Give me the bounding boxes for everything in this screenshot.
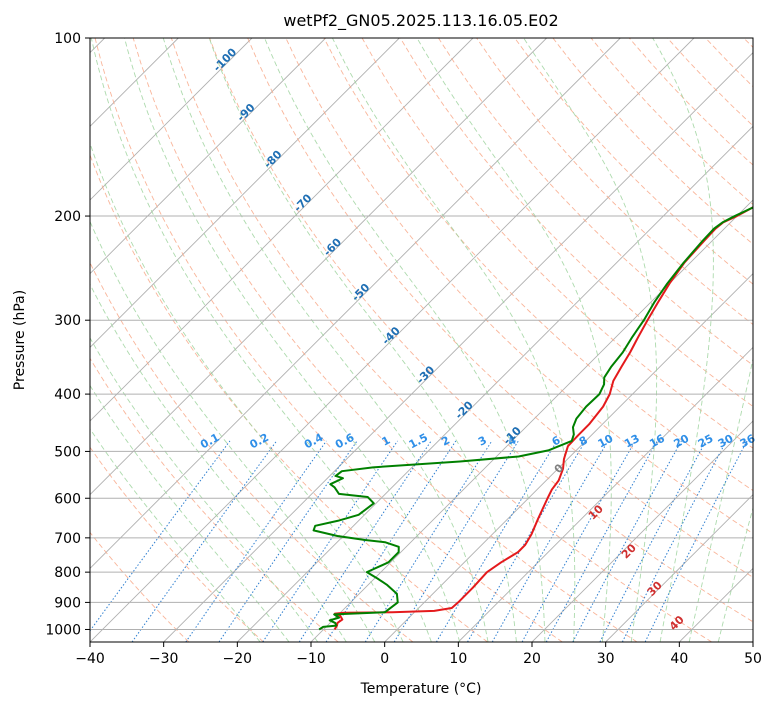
x-tick-label: 10: [449, 651, 467, 667]
moist-adiabat-line: [332, 38, 576, 642]
dry-adiabat-line: [90, 153, 488, 642]
x-tick-label: 20: [523, 651, 541, 667]
isotherm-line: [90, 38, 621, 569]
dry-adiabat-line: [399, 38, 753, 407]
moist-adiabat-line: [90, 142, 404, 642]
y-tick-label: 700: [54, 531, 81, 547]
dry-adiabat-line: [132, 38, 638, 642]
x-axis-ticks: −40 −30 −20 −10 0 10 20 30 40 50: [75, 642, 762, 667]
x-tick-label: 0: [380, 651, 389, 667]
isotherm-line: [384, 273, 753, 642]
moist-adiabat-line: [523, 38, 658, 642]
mixing-ratio-label: 30: [716, 432, 736, 451]
isotherm-line: [90, 38, 474, 422]
mixing-ratio-line: [393, 440, 519, 642]
y-tick-label: 600: [54, 491, 81, 507]
pressure-gridlines: [90, 38, 753, 630]
moist-adiabat-line: [652, 38, 714, 642]
x-tick-label: −20: [223, 651, 253, 667]
mixing-ratio-line: [262, 440, 398, 642]
background-lines: [90, 38, 753, 642]
moist-adiabat-line: [208, 38, 517, 642]
isotherm-line: [90, 38, 547, 496]
mixing-ratio-label: 20: [672, 432, 692, 451]
mixing-ratio-line: [298, 440, 432, 642]
isotherm-line: [458, 346, 753, 642]
isotherm-line: [90, 38, 326, 275]
y-tick-label: 300: [54, 313, 81, 329]
temperature-profile-line: [333, 206, 753, 630]
y-tick-label: 100: [54, 31, 81, 47]
mixing-ratio-label: 10: [596, 432, 616, 451]
dry-adiabat-line: [94, 38, 563, 642]
mixing-ratio-label: 25: [696, 432, 716, 451]
dry-adiabat-line: [90, 261, 414, 642]
isotherm-line: [90, 38, 253, 201]
x-axis-label: Temperature (°C): [360, 681, 482, 697]
mixing-ratio-line: [435, 440, 558, 642]
dewpoint-profile-line: [312, 206, 753, 631]
x-tick-label: −10: [296, 651, 326, 667]
mixing-ratio-line: [131, 440, 278, 642]
dry-adiabat-line: [170, 38, 712, 642]
y-axis-label: Pressure (hPa): [12, 290, 28, 390]
mixing-ratio-line: [467, 440, 586, 642]
mixing-ratio-line: [572, 440, 682, 642]
dry-adiabat-line: [438, 38, 753, 366]
plot-area-background: [90, 38, 753, 642]
moist-adiabat-line: [162, 38, 489, 642]
mixing-ratio-line: [364, 440, 493, 642]
y-tick-label: 400: [54, 387, 81, 403]
dry-adiabat-line: [514, 38, 753, 285]
dry-adiabat-line: [247, 38, 753, 578]
mixing-ratio-label: 16: [647, 432, 667, 451]
x-tick-label: 50: [744, 651, 762, 667]
moist-adiabat-line: [264, 38, 546, 642]
mixing-ratio-label: 13: [622, 432, 642, 451]
profile-series: [312, 206, 753, 631]
dry-adiabat-line: [323, 38, 753, 492]
moist-adiabat-line: [90, 283, 347, 642]
x-tick-label: −40: [75, 651, 105, 667]
mixing-ratio-line: [185, 440, 327, 642]
y-tick-label: 200: [54, 209, 81, 225]
isotherm-line: [90, 38, 695, 642]
isotherm-line: [90, 38, 400, 348]
isotherm-line: [237, 125, 753, 642]
mixing-ratio-line: [621, 440, 727, 642]
y-tick-label: 1000: [45, 622, 81, 638]
y-tick-label: 500: [54, 444, 81, 460]
moist-adiabat-line: [90, 38, 432, 642]
mixing-ratio-line: [545, 440, 658, 642]
dry-adiabat-line: [209, 38, 753, 623]
chart-title: wetPf2_GN05.2025.113.16.05.E02: [283, 11, 558, 31]
moist-adiabat-line: [688, 356, 753, 642]
x-tick-label: −30: [149, 651, 179, 667]
dry-adiabat-line: [90, 446, 264, 642]
mixing-ratio-line: [599, 440, 707, 642]
dry-adiabat-line: [90, 357, 339, 642]
y-tick-label: 800: [54, 565, 81, 581]
isotherm-line: [531, 420, 753, 642]
isotherm-line: [163, 52, 753, 642]
x-tick-label: 40: [670, 651, 688, 667]
moist-adiabat-line: [90, 384, 290, 642]
moist-adiabat-line: [124, 38, 461, 642]
moist-adiabat-line: [90, 220, 376, 642]
plot-frame: [89, 37, 754, 643]
isotherm-line: [605, 494, 753, 642]
moist-adiabat-line: [90, 428, 261, 642]
mixing-ratio-line: [218, 440, 358, 642]
dry-adiabat-line: [90, 531, 190, 642]
y-axis-ticks: 100 200 300 400 500 600 700 800 900 1000: [45, 31, 90, 638]
x-tick-label: 30: [597, 651, 615, 667]
y-tick-label: 900: [54, 595, 81, 611]
